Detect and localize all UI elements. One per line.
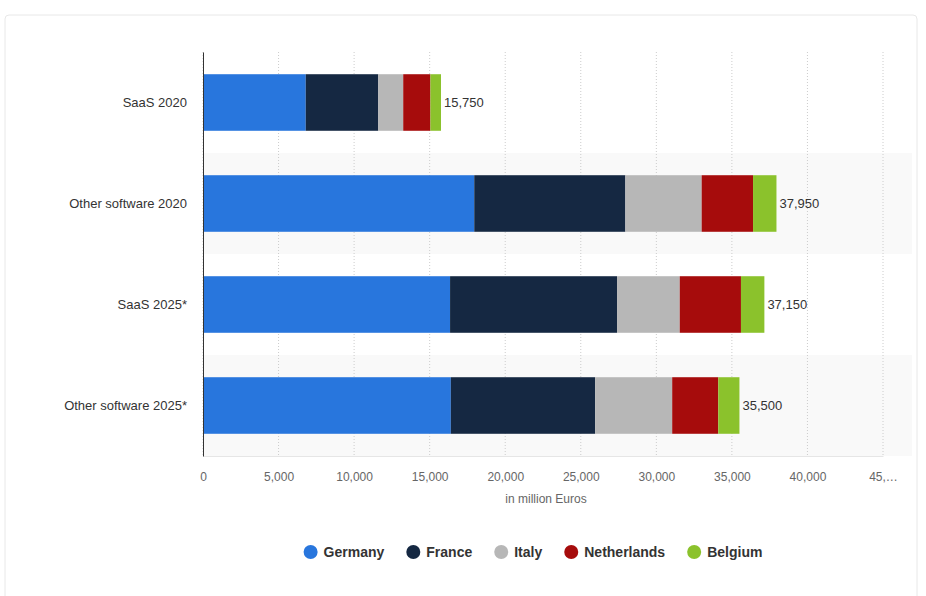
grid-line <box>883 52 884 456</box>
total-label: 35,500 <box>742 398 782 413</box>
total-label: 37,150 <box>767 297 807 312</box>
legend-swatch <box>304 545 318 559</box>
x-tick: 15,000 <box>412 456 449 484</box>
grid-line <box>807 52 808 456</box>
bar <box>403 74 430 131</box>
bar <box>451 377 595 434</box>
x-tick-label: 0 <box>200 470 207 484</box>
x-axis: 0 5,000 10,000 15,000 20,000 25,000 30,000 35,0… <box>200 456 898 484</box>
legend-item: France <box>406 544 472 560</box>
bars <box>203 74 776 434</box>
bar <box>702 175 753 232</box>
bar <box>718 377 739 434</box>
x-tick: 30,000 <box>638 456 675 484</box>
row-bands <box>203 153 912 456</box>
legend-label: Belgium <box>707 544 762 560</box>
bar <box>741 276 764 333</box>
bar <box>378 74 403 131</box>
bar <box>203 74 306 131</box>
bar <box>203 276 450 333</box>
bar <box>450 276 617 333</box>
legend-swatch <box>564 545 578 559</box>
bar <box>680 276 741 333</box>
legend-swatch <box>687 545 701 559</box>
y-tick: Other software 2020 <box>69 196 203 211</box>
bar <box>474 175 625 232</box>
bar <box>595 377 672 434</box>
x-tick-label: 5,000 <box>264 470 294 484</box>
bar <box>753 175 776 232</box>
bar <box>203 377 451 434</box>
legend-item: Netherlands <box>564 544 665 560</box>
legend-label: Germany <box>324 544 385 560</box>
series <box>403 74 753 434</box>
x-tick-label: 45,… <box>869 470 898 484</box>
x-tick: 45,… <box>869 456 898 484</box>
x-tick: 10,000 <box>336 456 373 484</box>
x-tick-label: 20,000 <box>487 470 524 484</box>
x-tick-label: 10,000 <box>336 470 373 484</box>
x-tick: 5,000 <box>264 456 294 484</box>
bar <box>306 74 379 131</box>
legend-item: Italy <box>494 544 542 560</box>
series <box>430 74 776 434</box>
y-tick: SaaS 2025* <box>118 297 203 312</box>
bar <box>625 175 701 232</box>
series <box>378 74 701 434</box>
y-tick: Other software 2025* <box>64 398 203 413</box>
x-axis-title: in million Euros <box>505 492 586 506</box>
x-tick: 25,000 <box>563 456 600 484</box>
y-tick-label: Other software 2025* <box>64 398 187 413</box>
y-tick-label: Other software 2020 <box>69 196 187 211</box>
bar <box>672 377 718 434</box>
x-tick-label: 25,000 <box>563 470 600 484</box>
total-labels: 15,750 37,950 37,150 35,500 <box>444 95 819 413</box>
legend: Germany France Italy Netherlands Belgium <box>304 544 763 560</box>
x-tick-label: 35,000 <box>714 470 751 484</box>
y-tick-label: SaaS 2020 <box>123 95 187 110</box>
y-tick: SaaS 2020 <box>123 95 203 110</box>
x-tick: 35,000 <box>714 456 751 484</box>
legend-swatch <box>494 545 508 559</box>
y-axis: SaaS 2020 Other software 2020 SaaS 2025* Ot… <box>64 53 203 457</box>
x-tick-label: 30,000 <box>638 470 675 484</box>
x-tick: 0 <box>200 456 207 484</box>
bar <box>617 276 680 333</box>
y-tick-label: SaaS 2025* <box>118 297 187 312</box>
bar <box>203 175 474 232</box>
legend-item: Germany <box>304 544 385 560</box>
card <box>5 15 917 596</box>
chart: 15,750 37,950 37,150 35,500 0 5,000 10,000 15,0… <box>0 0 926 596</box>
y-axis-line <box>203 53 204 457</box>
legend-label: Netherlands <box>584 544 665 560</box>
x-axis-line <box>204 456 884 457</box>
grid <box>203 52 883 456</box>
x-tick: 40,000 <box>790 456 827 484</box>
series <box>306 74 626 434</box>
total-label: 15,750 <box>444 95 484 110</box>
x-tick-label: 15,000 <box>412 470 449 484</box>
row-band <box>203 355 912 456</box>
x-tick-label: 40,000 <box>790 470 827 484</box>
bar <box>430 74 441 131</box>
legend-swatch <box>406 545 420 559</box>
total-label: 37,950 <box>779 196 819 211</box>
series <box>203 74 474 434</box>
legend-item: Belgium <box>687 544 762 560</box>
legend-label: Italy <box>514 544 542 560</box>
legend-label: France <box>426 544 472 560</box>
row-band <box>203 153 912 254</box>
x-tick: 20,000 <box>487 456 524 484</box>
grid-line <box>203 52 204 456</box>
